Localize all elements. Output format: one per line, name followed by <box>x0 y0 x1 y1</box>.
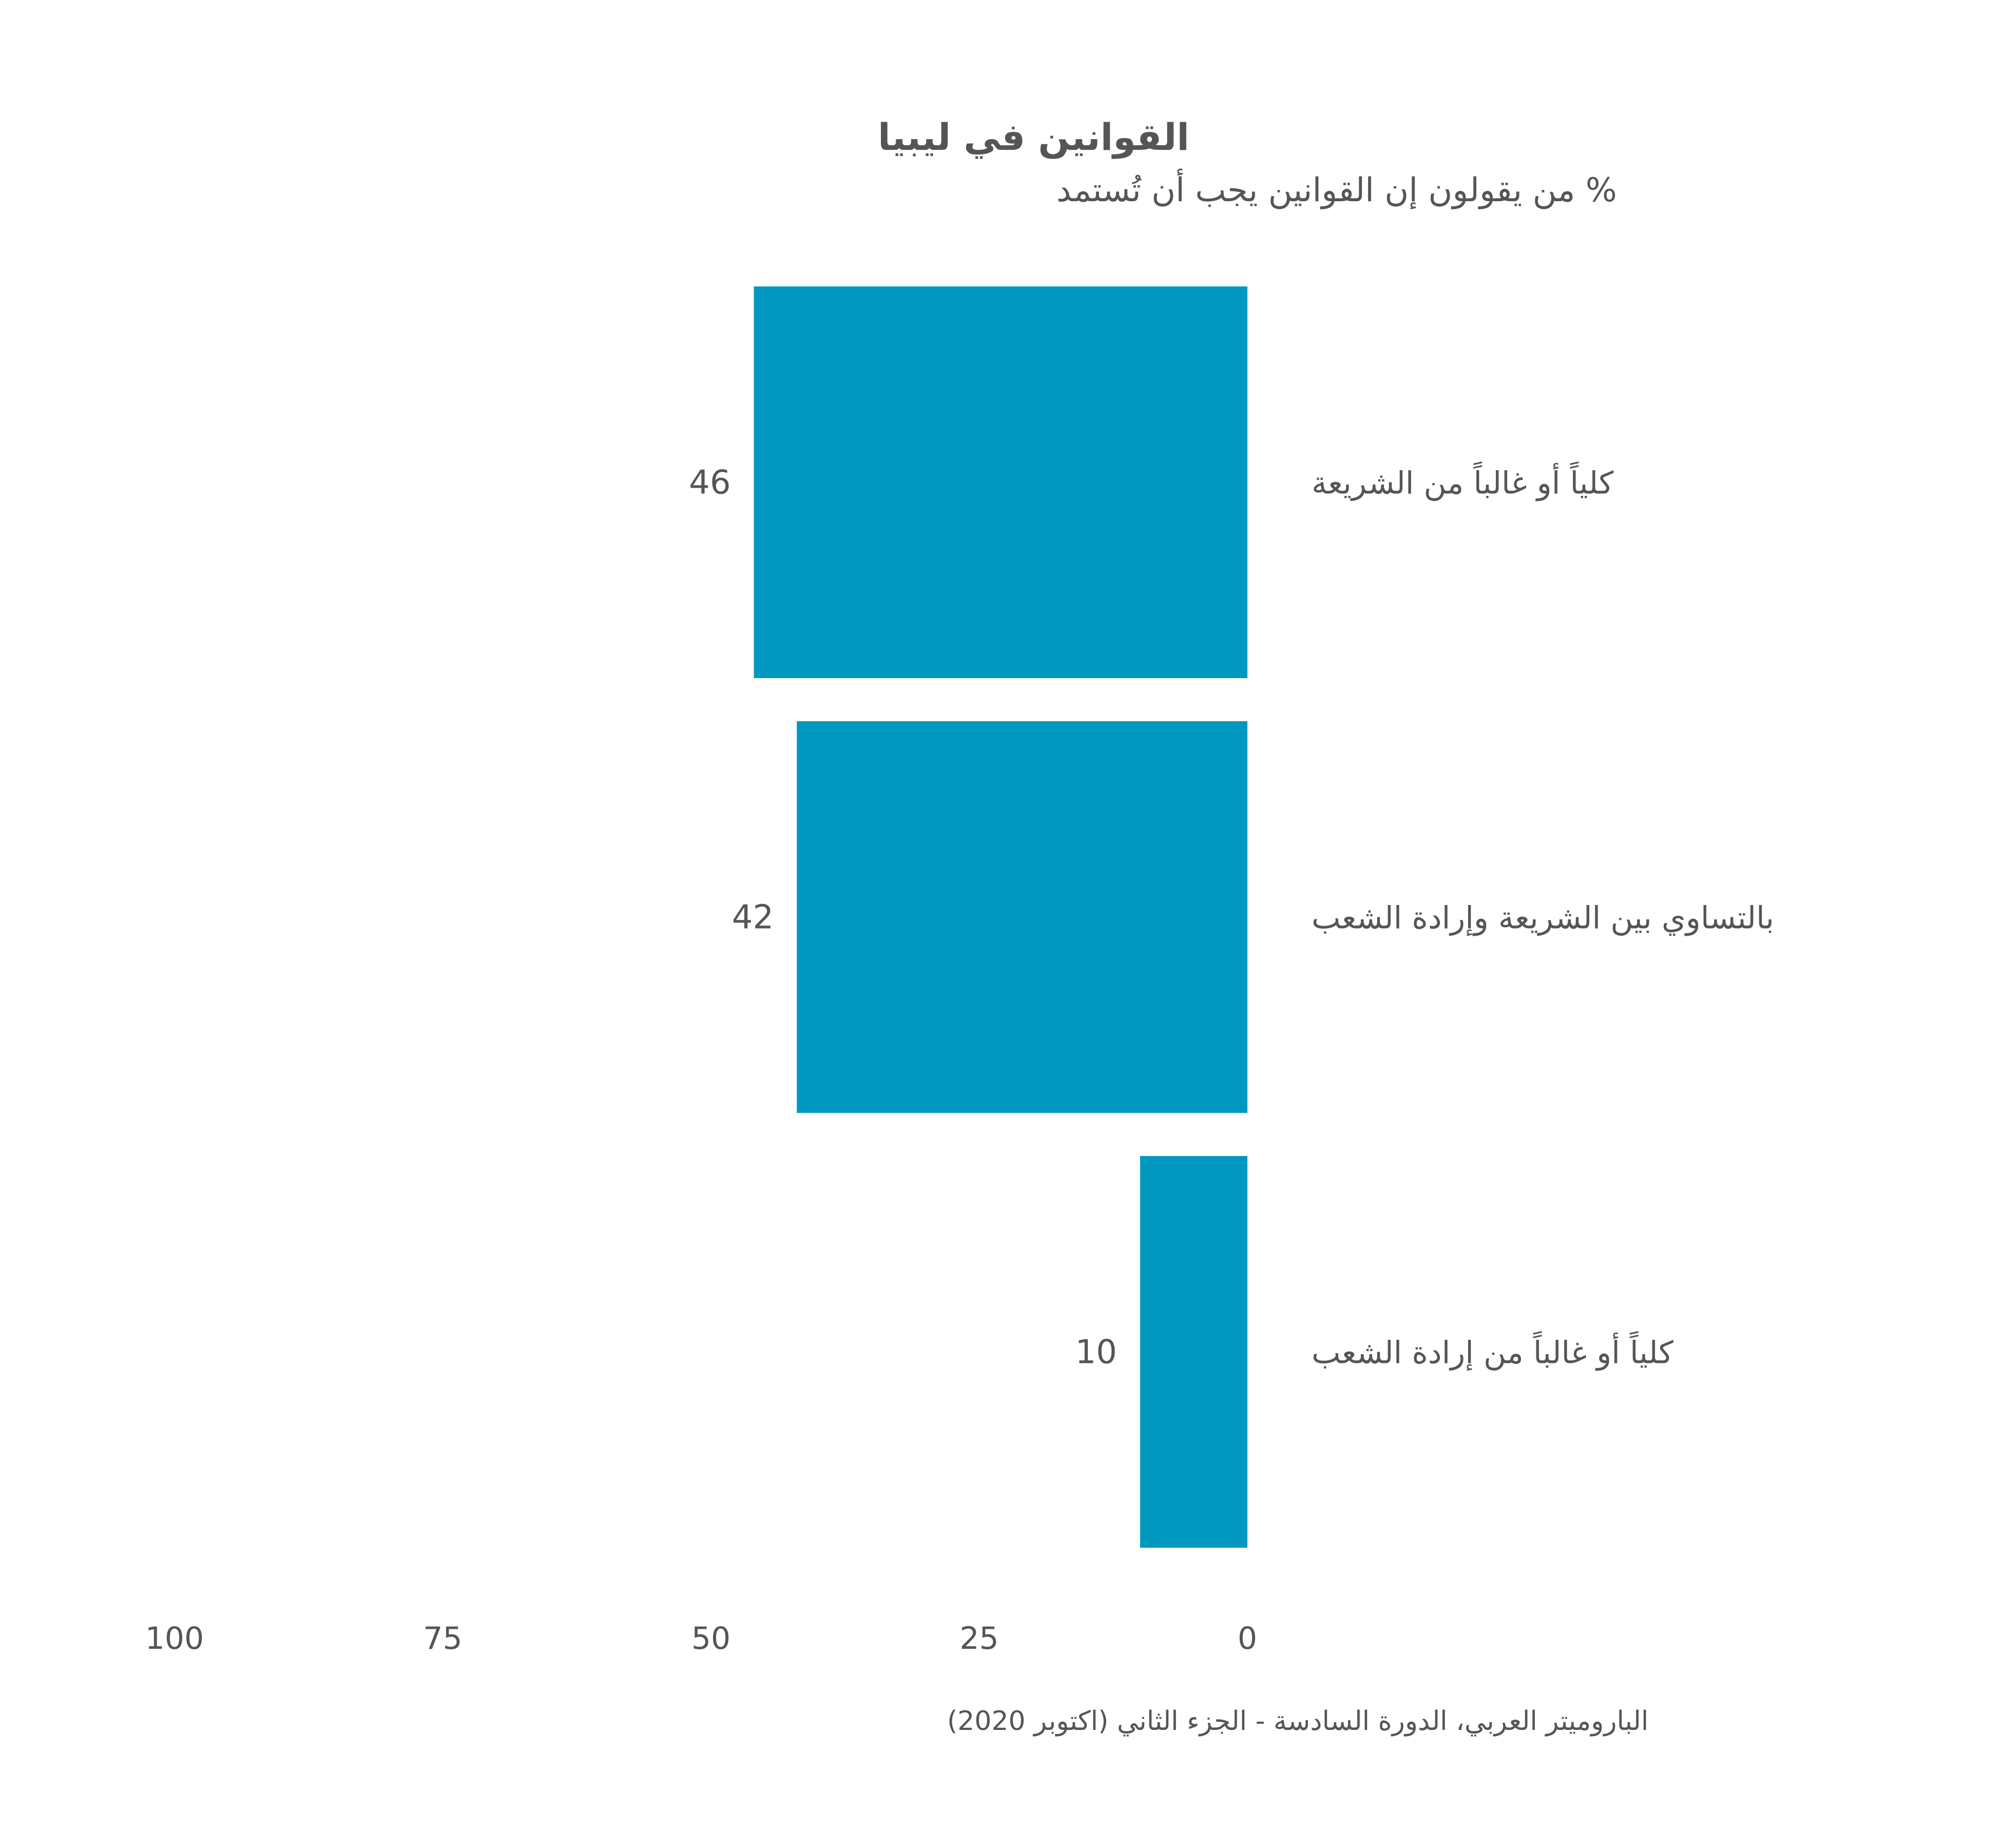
bar-2 <box>797 721 1247 1113</box>
chart-subtitle: % من يقولون إن القوانين يجب أن تُستمد <box>1056 168 1617 209</box>
source-note: الباروميتر العربي، الدورة السادسة - الجز… <box>947 1706 1648 1737</box>
category-label-1: كلياً أو غالباً من الشريعة <box>1312 461 1614 501</box>
category-label-3: كلياً أو غالباً من إرادة الشعب <box>1312 1331 1673 1371</box>
x-tick-75: 75 <box>423 1621 462 1657</box>
value-label-3: 10 <box>1075 1334 1117 1372</box>
bar-3 <box>1140 1156 1247 1548</box>
bar-1 <box>754 286 1247 678</box>
x-tick-0: 0 <box>1238 1621 1257 1657</box>
bars-layer <box>754 286 1247 1548</box>
x-tick-25: 25 <box>959 1621 998 1657</box>
x-tick-50: 50 <box>691 1621 730 1657</box>
x-tick-100: 100 <box>145 1621 204 1657</box>
value-labels-layer: 46 42 10 <box>689 464 1117 1372</box>
category-labels-layer: كلياً أو غالباً من الشريعة بالتساوي بين ا… <box>1312 461 1774 1371</box>
x-axis-ticks: 0 25 50 75 100 <box>145 1621 1257 1657</box>
value-label-2: 42 <box>732 899 774 937</box>
chart-title: القوانين في ليبيا <box>878 116 1189 159</box>
category-label-2: بالتساوي بين الشريعة وإرادة الشعب <box>1312 900 1774 936</box>
value-label-1: 46 <box>689 464 730 502</box>
